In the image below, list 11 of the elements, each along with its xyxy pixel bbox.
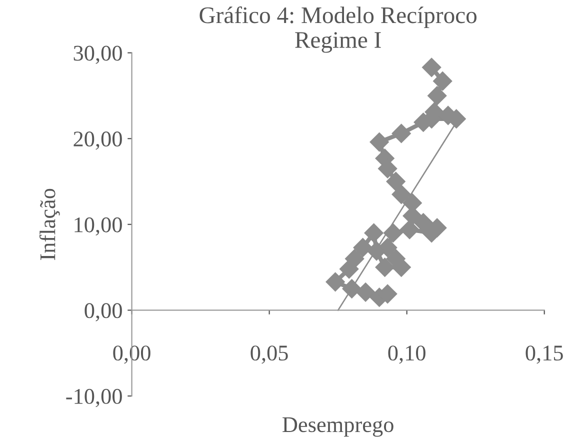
- y-tick-label: 10,00: [74, 217, 122, 236]
- chart-title: Gráfico 4: Modelo Recíproco Regime I: [200, 6, 476, 53]
- y-tick-label: -10,00: [66, 388, 122, 408]
- x-tick-label: 0,15: [526, 346, 563, 364]
- x-tick-label: 0,10: [388, 346, 426, 364]
- y-tick-label: 0,00: [84, 303, 122, 322]
- y-axis-title: Inflação: [39, 188, 60, 260]
- x-axis-title: Desemprego: [282, 417, 394, 437]
- x-tick-label: 0,05: [250, 346, 288, 364]
- y-tick-label: 30,00: [74, 46, 122, 64]
- y-tick-label: 20,00: [74, 132, 122, 150]
